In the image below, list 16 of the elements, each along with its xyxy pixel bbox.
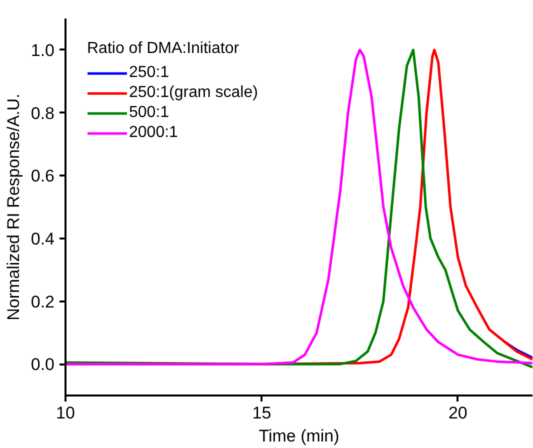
x-tick-label: 10 xyxy=(56,404,75,422)
legend-label: 250:1(gram scale) xyxy=(129,84,258,102)
y-tick-label: 0.0 xyxy=(30,355,55,374)
legend-title: Ratio of DMA:Initiator xyxy=(87,40,240,58)
y-tick-label: 0.8 xyxy=(30,104,55,123)
legend-label: 500:1 xyxy=(129,104,170,122)
y-tick-label: 1.0 xyxy=(30,40,55,60)
x-tick-label: 15 xyxy=(252,404,272,422)
legend-label: 2000:1 xyxy=(129,124,178,142)
x-tick-label: 20 xyxy=(448,404,468,422)
y-tick-label: 0.4 xyxy=(30,229,55,248)
legend-label: 250:1 xyxy=(129,64,170,82)
x-axis-title: Time (min) xyxy=(258,426,340,446)
y-tick-label: 0.2 xyxy=(30,292,55,312)
y-tick-label: 0.6 xyxy=(30,166,55,186)
y-axis-title: Normalized RI Response/A.U. xyxy=(4,94,23,320)
